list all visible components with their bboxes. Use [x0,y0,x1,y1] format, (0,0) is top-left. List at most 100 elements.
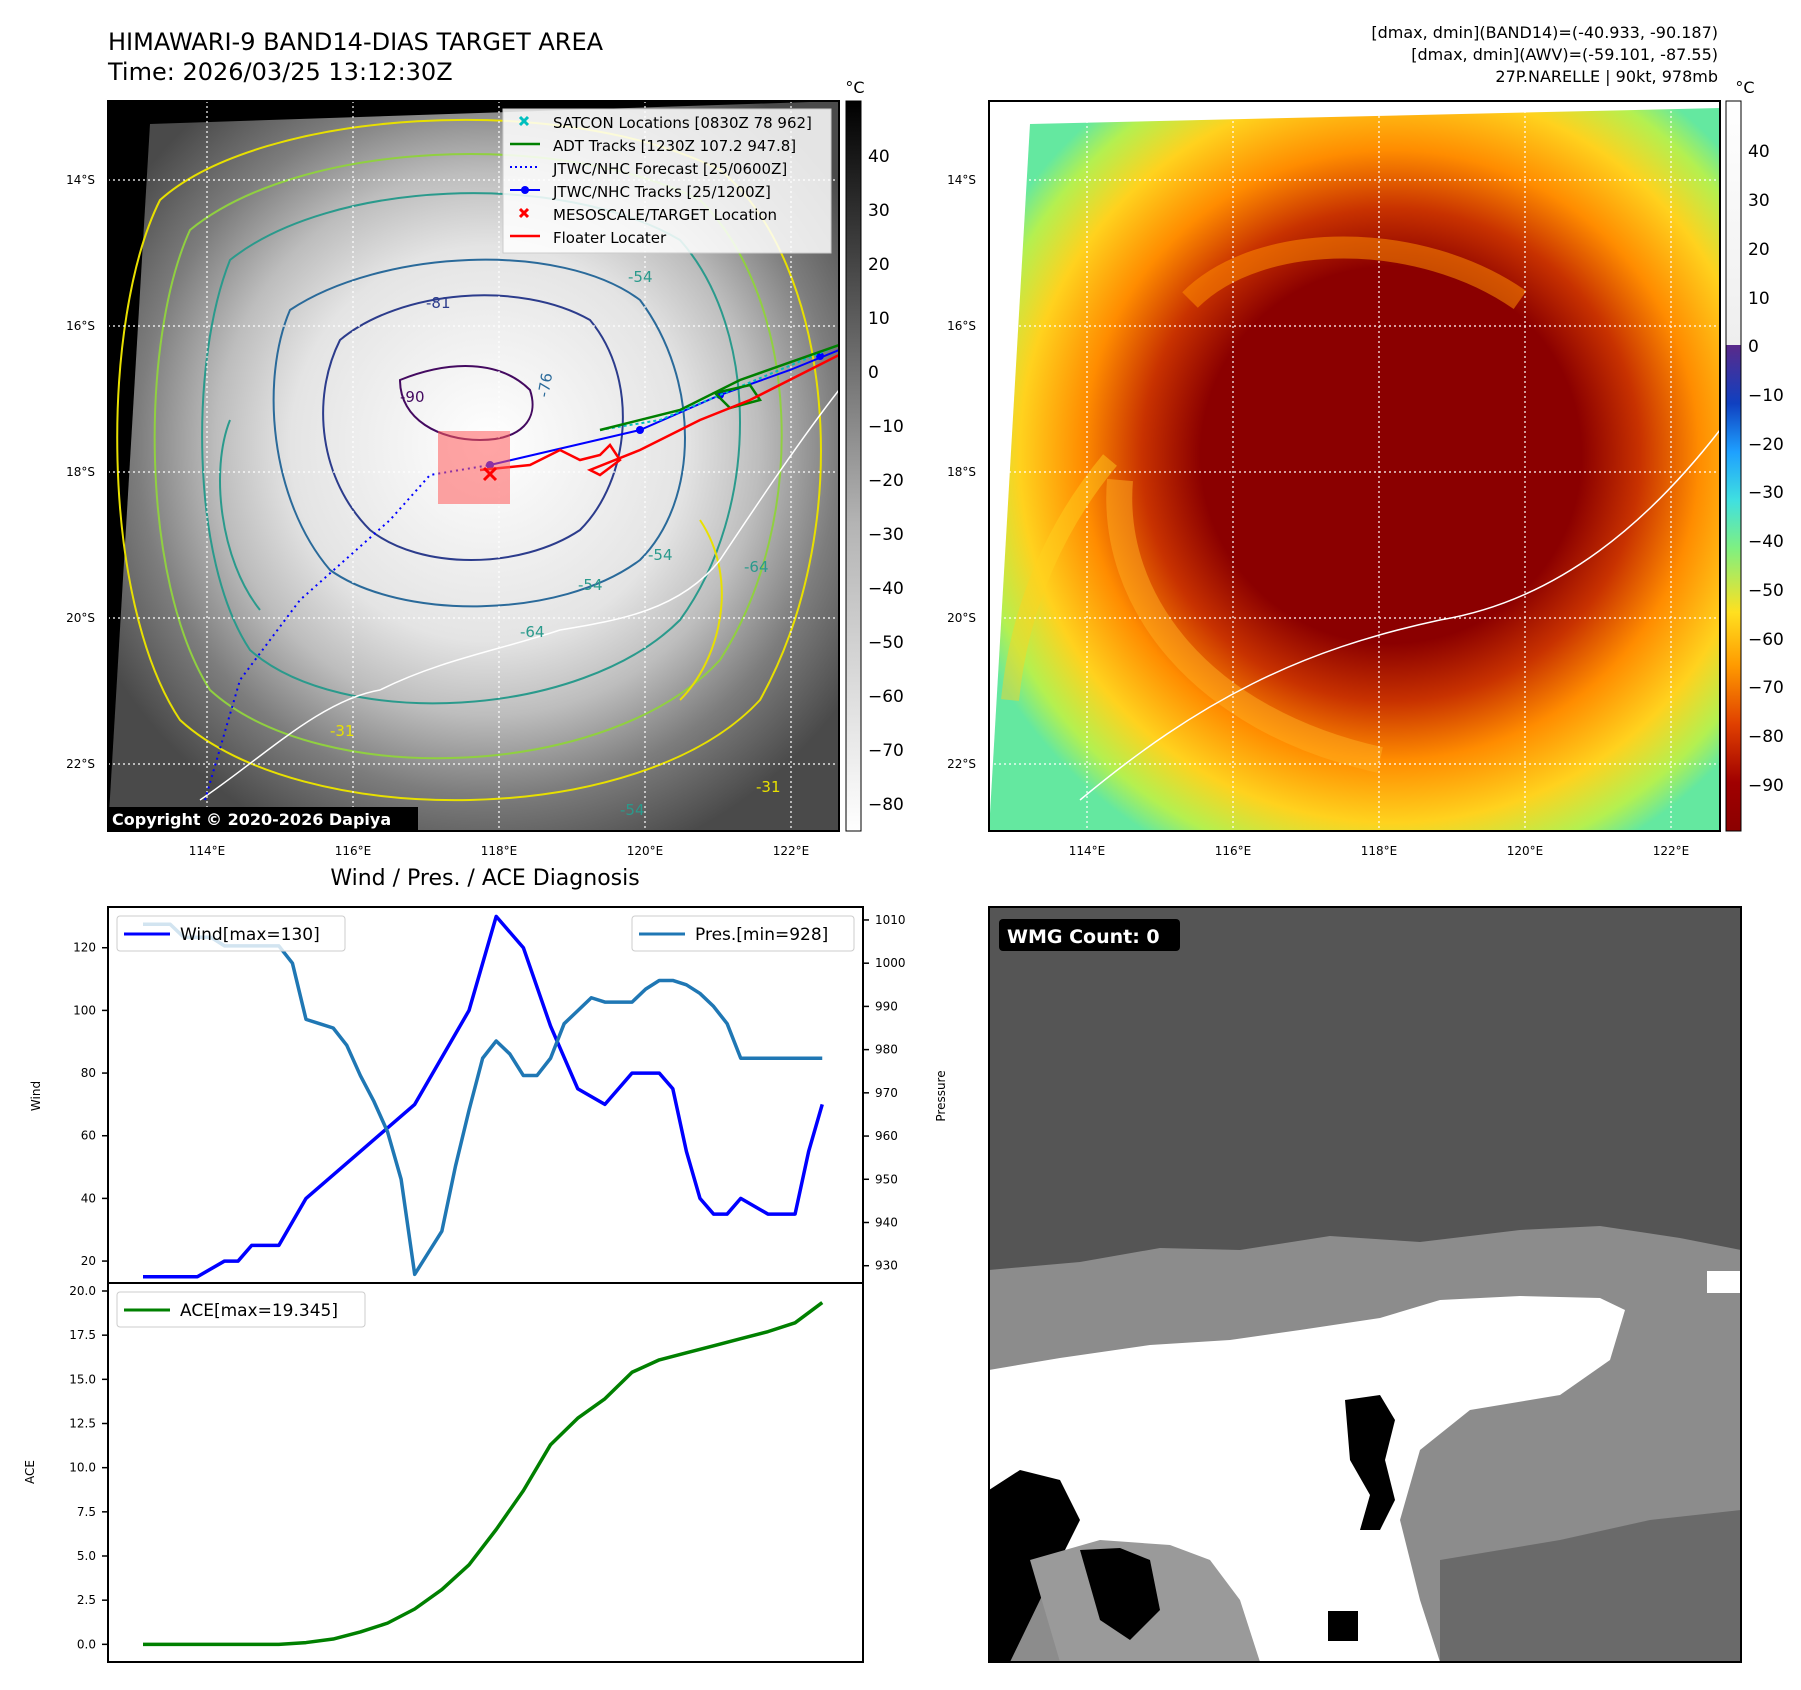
colorbar-tick: −50 [868,633,904,653]
lon-label: 122°E [1653,844,1690,858]
colorbar-tick: −60 [868,687,904,707]
contour-label-group: -90 -81 -76 -54 -54 -54 -64 -64 -31 -54 … [330,268,781,819]
colorbar-tick: −70 [868,741,904,761]
contour-label: -64 [520,623,545,641]
contour-label: -54 [578,576,603,594]
floater-track [479,353,839,477]
awv-coastline [1079,429,1720,801]
pressure-ytick-label: 990 [875,999,898,1013]
legend-floater: Floater Locater [553,229,667,247]
x-marker-icon [518,207,530,219]
awv-colorbar-unit: °C [1735,78,1754,97]
legend-adt: ADT Tracks [1230Z 107.2 947.8] [553,137,796,155]
pressure-ytick-label: 1000 [875,956,906,970]
pressure-legend-label: Pres.[min=928] [695,925,828,945]
wind-ytick-label: 60 [81,1129,96,1143]
copyright-label: Copyright © 2020-2026 Dapiya [112,810,391,829]
ir-map-panel: -90 -81 -76 -54 -54 -54 -64 -64 -31 -54 … [66,100,840,858]
colorbar-tick: 40 [868,147,890,167]
colorbar-tick: 0 [1748,337,1759,357]
contour-label: -31 [330,722,355,740]
wmg-dark-region [1440,1510,1741,1662]
ace-ytick-label: 5.0 [77,1549,96,1563]
wind-pressure-chart: Wind Pressure 20 40 60 80 100 120 930 940 950 960… [29,906,948,1284]
lat-label: 18°S [66,465,95,479]
ace-ytick-label: 20.0 [69,1284,96,1298]
ace-axis-label: ACE [23,1460,37,1484]
ir-colorbar: °C 40 30 20 10 0 −10 −20 −30 −40 −50 −60… [845,78,904,832]
ir-colorbar-unit: °C [845,78,864,97]
legend-target: MESOSCALE/TARGET Location [553,206,777,224]
colorbar-tick: 20 [1748,240,1770,260]
adt-box [712,383,763,410]
wind-legend-label: Wind[max=130] [180,925,320,945]
wmg-count-label: WMG Count: 0 [1007,926,1160,948]
contour-label: -54 [620,801,645,819]
colorbar-tick: −70 [1748,678,1784,698]
wind-ytick-label: 20 [81,1254,96,1268]
ir-colorbar-ticks: 40 30 20 10 0 −10 −20 −30 −40 −50 −60 −7… [868,147,904,815]
lon-label: 114°E [189,844,226,858]
lat-label: 22°S [947,757,976,771]
target-box [438,431,510,504]
lat-label: 16°S [947,319,976,333]
lon-label: 120°E [1507,844,1544,858]
band14-range: [dmax, dmin](BAND14)=(-40.933, -90.187) [1371,23,1718,42]
ir-coastline [199,389,839,801]
contour-label: -76 [534,371,556,398]
lat-label: 14°S [947,173,976,187]
diag-title: Wind / Pres. / ACE Diagnosis [330,866,639,891]
awv-lon-labels: 114°E 116°E 118°E 120°E 122°E [1069,844,1690,858]
wind-line [143,914,824,1279]
ace-ytick-label: 7.5 [77,1505,96,1519]
colorbar-tick: −20 [1748,435,1784,455]
target-marker [482,466,498,482]
wmg-panel: WMG Count: 0 [988,906,1742,1663]
pressure-ytick-label: 930 [875,1259,898,1273]
colorbar-tick: −20 [868,471,904,491]
wmg-black-region [1345,1395,1395,1530]
contour-label: -31 [756,778,781,796]
lon-label: 120°E [627,844,664,858]
ace-line [143,1301,824,1647]
wmg-black-region [1080,1548,1160,1640]
ace-ytick-label: 17.5 [69,1328,96,1342]
awv-colorbar-ticks: 40 30 20 10 0 −10 −20 −30 −40 −50 −60 −7… [1748,142,1784,796]
lat-label: 20°S [66,611,95,625]
adt-track [599,343,839,432]
awv-map-panel: 14°S 16°S 18°S 20°S 22°S 114°E 116°E 118… [947,100,1721,858]
ir-lat-labels: 14°S 16°S 18°S 20°S 22°S [66,173,95,771]
pressure-ytick-label: 950 [875,1172,898,1186]
lon-label: 116°E [335,844,372,858]
lat-label: 22°S [66,757,95,771]
lat-label: 20°S [947,611,976,625]
pressure-ytick-label: 980 [875,1043,898,1057]
colorbar-tick: −60 [1748,630,1784,650]
ace-ytick-label: 0.0 [77,1637,96,1651]
colorbar-tick: −40 [868,579,904,599]
contour-label: -90 [400,388,425,406]
storm-info: 27P.NARELLE | 90kt, 978mb [1495,67,1718,86]
wind-axis-label: Wind [29,1081,43,1111]
lon-label: 122°E [773,844,810,858]
colorbar-tick: −50 [1748,581,1784,601]
ace-legend-label: ACE[max=19.345] [180,1301,338,1321]
pressure-ytick-label: 960 [875,1129,898,1143]
satcon-track [599,344,839,431]
colorbar-tick: 30 [1748,191,1770,211]
contour-label: -81 [426,294,451,312]
colorbar-tick: −30 [1748,483,1784,503]
wind-ytick-label: 100 [73,1003,96,1017]
figure-title: HIMAWARI-9 BAND14-DIAS TARGET AREA [108,28,604,56]
colorbar-tick: −10 [1748,386,1784,406]
ace-ytick-label: 2.5 [77,1593,96,1607]
wind-ytick-label: 40 [81,1191,96,1205]
legend-jtwc-forecast: JTWC/NHC Forecast [25/0600Z] [552,160,787,178]
pressure-ytick-label: 1010 [875,913,906,927]
ace-ytick-label: 10.0 [69,1461,96,1475]
awv-lat-labels: 14°S 16°S 18°S 20°S 22°S [947,173,976,771]
lat-label: 16°S [66,319,95,333]
contour-label: -64 [744,558,769,576]
awv-colorbar: °C 40 30 20 10 0 −10 −20 −30 −40 −50 −60… [1725,78,1784,832]
pressure-ytick-label: 940 [875,1215,898,1229]
